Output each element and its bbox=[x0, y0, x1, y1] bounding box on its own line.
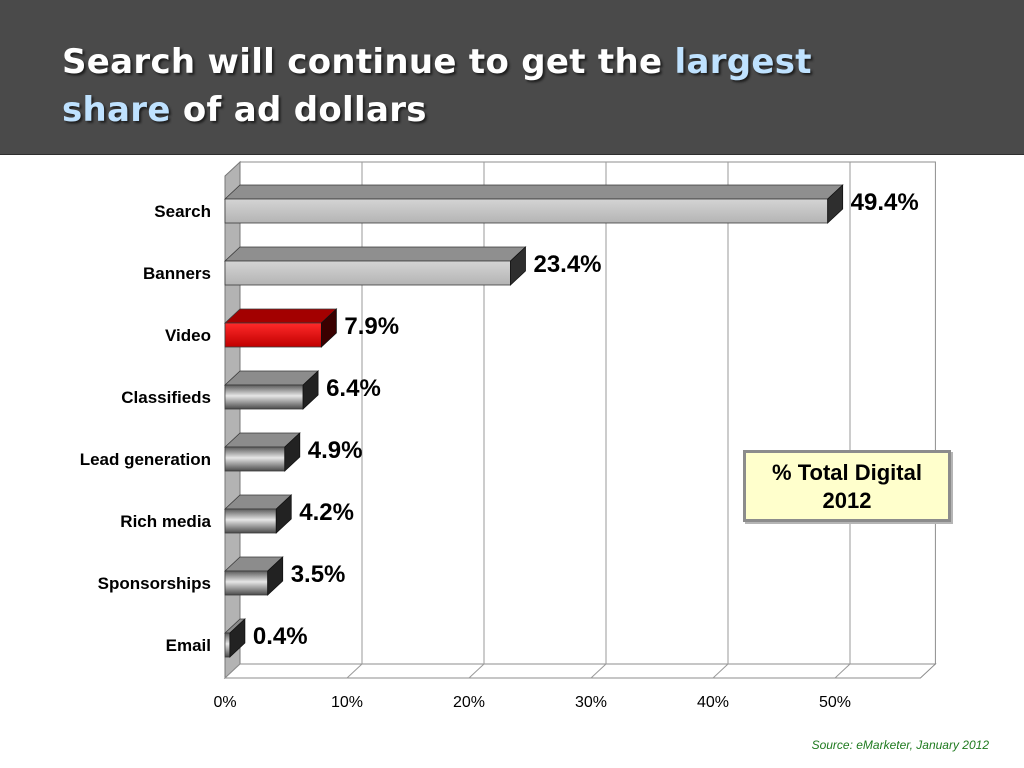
data-label: 6.4% bbox=[326, 375, 381, 402]
category-label: Lead generation bbox=[80, 450, 211, 469]
title-highlight-share: share bbox=[62, 90, 171, 130]
category-label: Sponsorships bbox=[98, 574, 211, 593]
category-label: Email bbox=[166, 636, 211, 655]
gridline-floor bbox=[468, 663, 485, 679]
bar bbox=[224, 508, 277, 534]
data-label: 4.9% bbox=[308, 437, 363, 464]
bar-end bbox=[229, 618, 246, 658]
x-tick-label: 20% bbox=[453, 694, 485, 711]
bar bbox=[224, 570, 269, 596]
gridline-floor bbox=[590, 663, 607, 679]
category-label: Video bbox=[165, 326, 211, 345]
category-label: Rich media bbox=[120, 512, 211, 531]
legend-line-2: 2012 bbox=[822, 488, 872, 513]
title-part-1: Search will continue to get the bbox=[62, 42, 675, 82]
data-label: 4.2% bbox=[299, 499, 354, 526]
legend-line-1: % Total Digital bbox=[772, 460, 922, 485]
title-part-2: of ad dollars bbox=[170, 90, 427, 130]
bar-end bbox=[827, 184, 844, 224]
gridline-floor bbox=[834, 663, 851, 679]
slide-title: Search will continue to get the largest s… bbox=[62, 38, 962, 134]
category-label: Banners bbox=[143, 264, 211, 283]
title-banner: Search will continue to get the largest s… bbox=[0, 0, 1024, 155]
plot-floor bbox=[223, 663, 937, 679]
bar-end bbox=[510, 246, 526, 286]
data-label: 3.5% bbox=[291, 561, 346, 588]
bar-end bbox=[275, 494, 292, 534]
plot-side-wall bbox=[224, 160, 241, 680]
data-label: 0.4% bbox=[253, 623, 308, 650]
bar-chart: 0% 10% 20% 30% 40% 50% Search 49.4% Banners 23.4%… bbox=[80, 160, 937, 711]
chart-legend-box: % Total Digital 2012 bbox=[743, 450, 951, 522]
bar-end bbox=[284, 432, 301, 472]
plot-back-wall bbox=[239, 161, 936, 665]
bar bbox=[224, 198, 829, 224]
bar-end bbox=[267, 556, 284, 596]
bar-end bbox=[302, 370, 319, 410]
title-highlight-largest: largest bbox=[674, 42, 812, 82]
category-label: Search bbox=[154, 202, 211, 221]
x-tick-label: 40% bbox=[697, 694, 729, 711]
bar-top bbox=[223, 246, 527, 262]
data-label: 23.4% bbox=[533, 251, 601, 278]
category-label: Classifieds bbox=[121, 388, 211, 407]
bar-top bbox=[223, 308, 338, 324]
bar bbox=[224, 260, 511, 286]
bar bbox=[224, 632, 231, 658]
bar-top bbox=[223, 370, 320, 386]
data-label: 7.9% bbox=[344, 313, 399, 340]
x-tick-label: 50% bbox=[819, 694, 851, 711]
gridline-floor bbox=[712, 663, 729, 679]
bar-top bbox=[223, 184, 844, 200]
x-tick-label: 0% bbox=[213, 694, 236, 711]
bar bbox=[224, 384, 304, 410]
bar bbox=[224, 446, 286, 472]
data-label: 49.4% bbox=[851, 189, 919, 216]
x-tick-label: 30% bbox=[575, 694, 607, 711]
x-tick-label: 10% bbox=[331, 694, 363, 711]
bar-end bbox=[320, 308, 337, 348]
bar bbox=[224, 322, 322, 348]
source-note: Source: eMarketer, January 2012 bbox=[811, 738, 989, 752]
gridline-floor bbox=[346, 663, 363, 679]
